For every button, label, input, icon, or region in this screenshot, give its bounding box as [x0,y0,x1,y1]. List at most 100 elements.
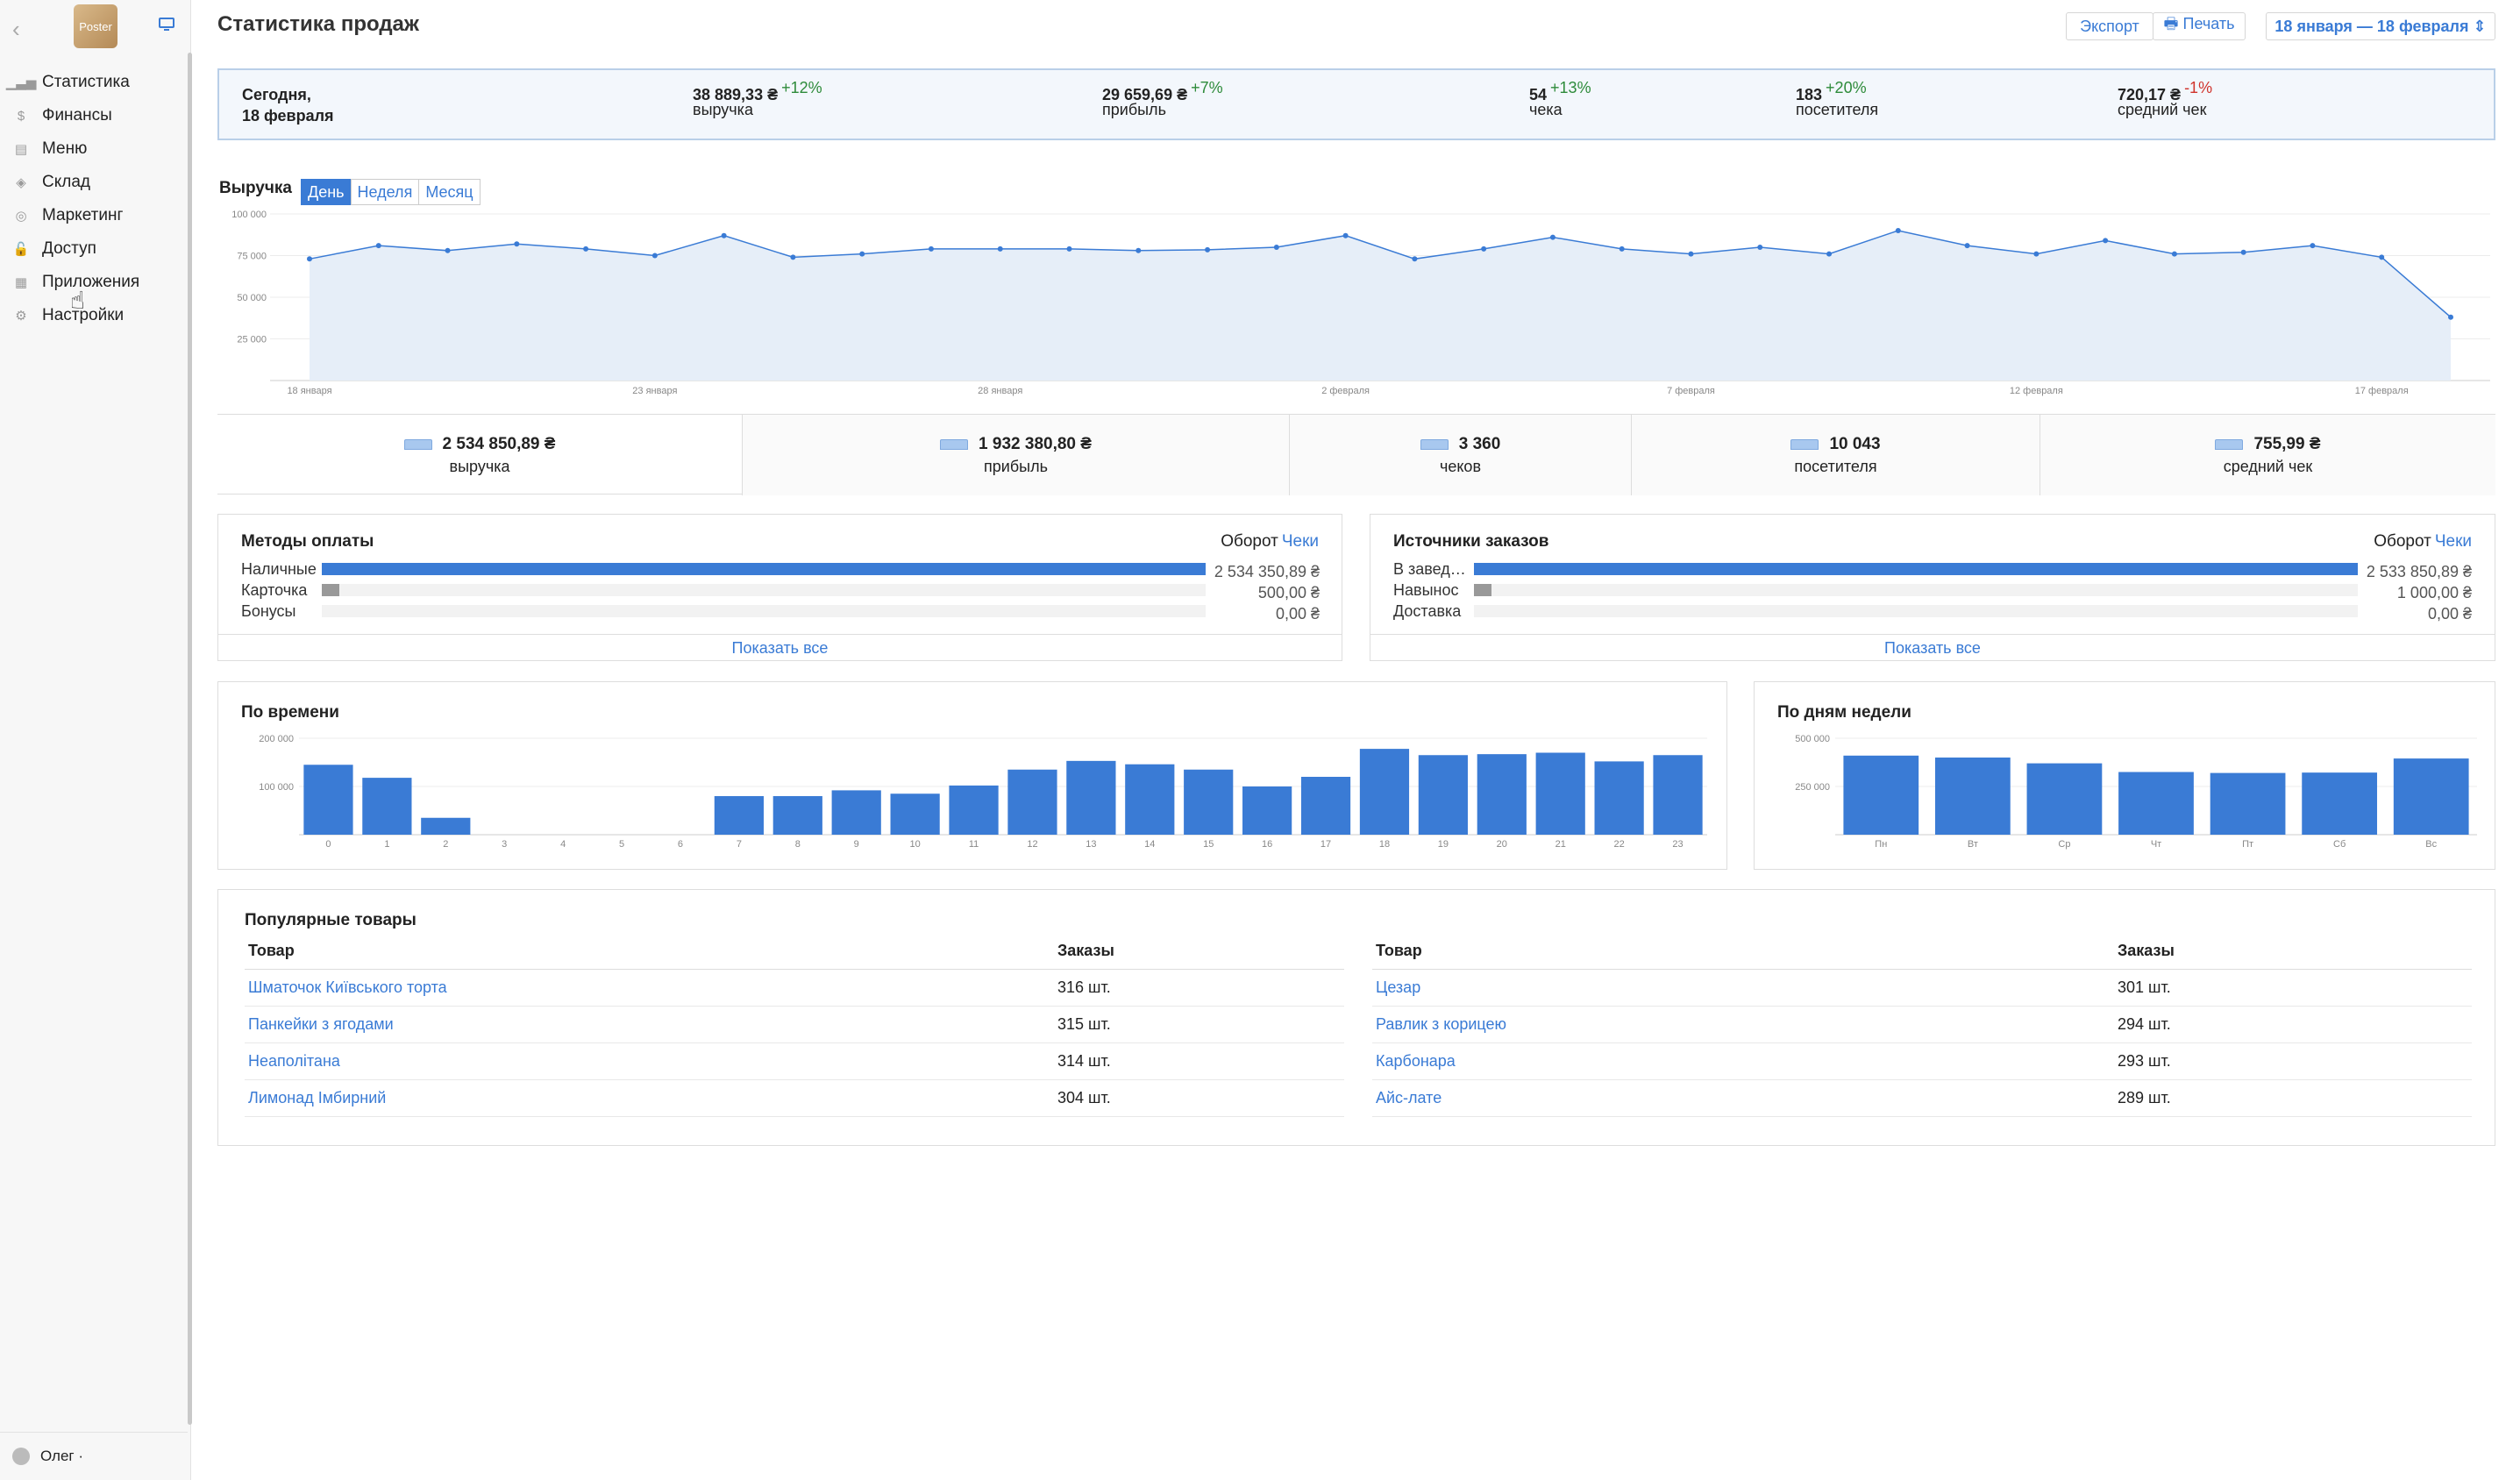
today-metric-value: 183 [1796,86,1823,103]
col-orders: Заказы [2114,934,2472,970]
sidebar-item-3[interactable]: ◈ Склад [0,166,188,199]
breakdown-row: Навынос 1 000,00 ₴ [1393,580,2472,602]
sidebar-item-5[interactable]: 🔓 Доступ [0,232,188,266]
tab-1[interactable]: Неделя [350,179,420,205]
total-item[interactable]: 10 043 посетителя [1631,415,2039,495]
bar [421,817,471,835]
total-value-row: 1 932 380,80 ₴ [940,435,1092,454]
tab-0[interactable]: День [301,179,352,205]
revenue-point [1273,245,1279,250]
product-link[interactable]: Неаполітана [248,1051,340,1070]
series-swatch-icon [940,438,969,450]
print-button[interactable]: 🖶 Печать [2153,12,2246,40]
export-button[interactable]: Экспорт [2066,12,2153,40]
revenue-point [1066,245,1072,252]
monitor-icon[interactable] [158,16,175,33]
breakdown-bar [322,584,340,596]
breakdown-amount: 2 534 350,89 ₴ [1214,563,1320,580]
total-value: 2 534 850,89 ₴ [442,434,556,453]
revenue-point [583,245,589,252]
today-label: Сегодня, 18 февраля [242,86,334,125]
revenue-point [721,232,727,238]
y-tick-label: 200 000 [259,734,294,744]
show-all-payments-link[interactable]: Показать все [218,634,1342,660]
today-metric: 183 +20% посетителя [1796,79,1878,119]
bar [2210,772,2286,835]
payment-toggle: Оборот Чеки [1221,532,1319,551]
product-link[interactable]: Лимонад Імбирний [248,1088,387,1106]
col-orders: Заказы [1054,934,1344,970]
sidebar-item-4[interactable]: ◎ Маркетинг [0,199,188,232]
total-label: посетителя [1794,457,1877,475]
checks-link[interactable]: Чеки [1281,532,1319,551]
total-item[interactable]: 3 360 чеков [1289,415,1631,495]
user-menu[interactable]: Олег · [0,1432,188,1480]
total-item[interactable]: 2 534 850,89 ₴ выручка [217,415,742,495]
bar [1242,786,1292,835]
table-header-row: Товар Заказы [1372,934,2472,970]
sidebar-scrollbar[interactable] [188,53,192,1425]
total-item[interactable]: 1 932 380,80 ₴ прибыль [742,415,1289,495]
sidebar-item-label: Приложения [42,273,140,291]
total-item[interactable]: 755,99 ₴ средний чек [2039,415,2495,495]
breakdown-row: Наличные 2 534 350,89 ₴ [241,559,1320,581]
tab-2[interactable]: Месяц [418,179,481,205]
logo[interactable]: Poster [74,4,117,48]
sidebar-item-label: Финансы [42,106,112,125]
payment-methods-title: Методы оплаты [241,532,374,551]
sidebar-item-label: Статистика [42,73,130,91]
y-tick-label: 50 000 [237,293,267,303]
today-metric: 720,17 ₴ -1% средний чек [2118,79,2212,119]
total-value-row: 3 360 [1420,434,1501,454]
revenue-title: Выручка [219,179,292,197]
breakdown-row: В завед… 2 533 850,89 ₴ [1393,559,2472,581]
revenue-point [445,247,451,253]
breakdown-amount: 2 533 850,89 ₴ [2366,563,2472,580]
total-value: 3 360 [1458,434,1501,453]
bar [831,790,881,835]
date-range-picker[interactable]: 18 января — 18 февраля ⇕ [2266,12,2495,40]
product-link[interactable]: Цезар [1376,978,1421,996]
checks-link[interactable]: Чеки [2434,532,2472,551]
breakdown-label: Доставка [1393,601,1462,620]
x-tick-label: 22 [1614,839,1625,850]
sidebar-item-1[interactable]: $ Финансы [0,99,188,132]
bar [2302,772,2378,835]
breakdown-row: Бонусы 0,00 ₴ [241,601,1320,623]
sidebar-item-6[interactable]: ▦ Приложения [0,266,188,299]
sidebar-item-0[interactable]: ▁▃▅ Статистика [0,66,188,99]
product-link[interactable]: Айс-лате [1376,1088,1442,1106]
x-tick-label: 15 [1203,839,1214,850]
today-summary: Сегодня, 18 февраля 38 889,33 ₴ +12% выруч… [217,68,2495,140]
product-cell: Цезар [1372,969,2114,1007]
product-link[interactable]: Равлик з корицею [1376,1014,1507,1033]
product-link[interactable]: Карбонара [1376,1051,1456,1070]
y-tick-label: 75 000 [237,252,267,262]
target-icon: ◎ [15,209,27,224]
product-link[interactable]: Панкейки з ягодами [248,1014,394,1033]
sidebar-item-7[interactable]: ⚙ Настройки [0,299,188,332]
series-swatch-icon [1420,438,1449,450]
product-cell: Панкейки з ягодами [245,1006,1054,1043]
table-row: Айс-лате 289 шт. [1372,1079,2472,1117]
bar [772,796,822,835]
bar [1007,769,1057,835]
x-tick-label: 23 января [632,386,677,396]
by-weekday-title: По дням недели [1777,703,1911,722]
x-tick-label: 12 [1027,839,1037,850]
sidebar-item-2[interactable]: ▤ Меню [0,132,188,166]
table-row: Цезар 301 шт. [1372,969,2472,1007]
total-label: прибыль [984,457,1048,475]
product-cell: Равлик з корицею [1372,1006,2114,1043]
revenue-point [2171,251,2177,257]
show-all-sources-link[interactable]: Показать все [1370,634,2495,660]
today-metric: 54 +13% чека [1529,79,1591,119]
breakdown-amount: 0,00 ₴ [1275,605,1320,623]
total-label: средний чек [2223,457,2313,475]
product-link[interactable]: Шматочок Київського торта [248,978,447,996]
today-metric-label: средний чек [2118,101,2207,118]
orders-cell: 293 шт. [2114,1042,2472,1080]
back-chevron-icon[interactable]: ‹ [12,16,20,42]
popular-products-title: Популярные товары [245,911,416,929]
today-metric-delta: -1% [2184,79,2213,96]
